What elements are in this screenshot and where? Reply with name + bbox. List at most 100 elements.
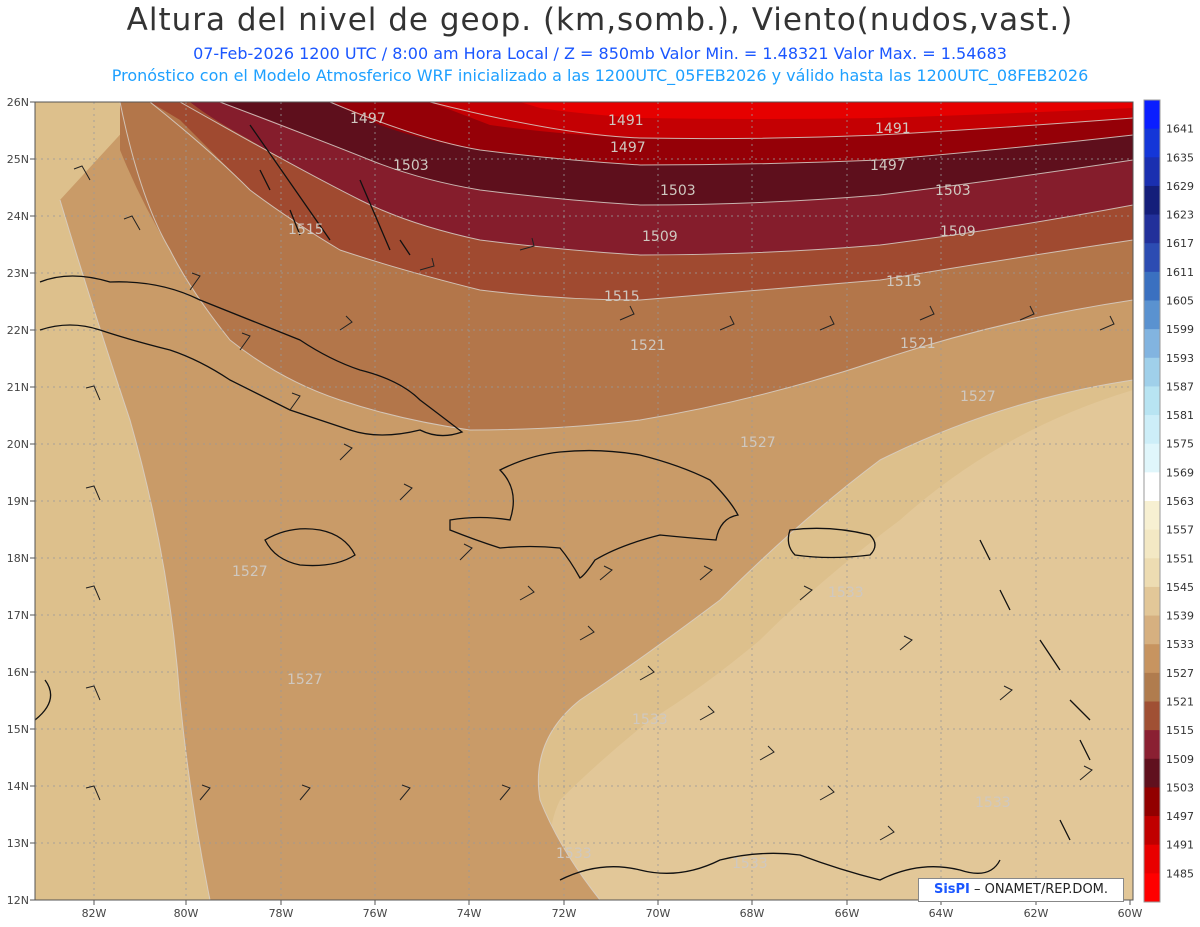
contour-label: 1515 (604, 289, 640, 305)
colorbar-label: 1599 (1166, 323, 1194, 336)
colorbar-label: 1551 (1166, 552, 1194, 565)
colorbar-swatch (1144, 615, 1160, 645)
colorbar-label: 1497 (1166, 810, 1194, 823)
contour-label: 1527 (740, 435, 776, 451)
colorbar-frame (1143, 99, 1161, 903)
colorbar-label: 1581 (1166, 409, 1194, 422)
contour-label: 1491 (608, 113, 644, 129)
colorbar-swatch (1144, 300, 1160, 330)
colorbar-swatch (1144, 787, 1160, 817)
contour-label: 1503 (935, 183, 971, 199)
colorbar-swatch (1144, 529, 1160, 559)
colorbar-swatch (1144, 558, 1160, 588)
map-title: Altura del nivel de geop. (km,somb.), Vi… (126, 2, 1074, 38)
colorbar-label: 1605 (1166, 295, 1194, 308)
contour-label: 1521 (630, 338, 666, 354)
cuba-coast (39, 275, 464, 437)
valid-time-line: 07-Feb-2026 1200 UTC / 8:00 am Hora Loca… (193, 44, 1007, 63)
florida-coast (35, 679, 52, 721)
colorbar-label: 1485 (1166, 867, 1194, 880)
lat-label: 17N (7, 609, 29, 622)
lat-label: 26N (7, 96, 29, 109)
contour-label: 1521 (900, 336, 936, 352)
lat-label: 16N (7, 666, 29, 679)
lat-label: 18N (7, 552, 29, 565)
contour-label: 1509 (940, 224, 976, 240)
colorbar-label: 1515 (1166, 724, 1194, 737)
lat-label: 13N (7, 837, 29, 850)
axis-ticks (30, 101, 1131, 905)
colorbar-swatch (1144, 844, 1160, 874)
contour-label: 1497 (610, 140, 646, 156)
contour-label: 1527 (960, 389, 996, 405)
colorbar-swatch (1144, 128, 1160, 158)
colorbar-swatch (1144, 730, 1160, 760)
colorbar-swatch (1144, 157, 1160, 187)
lon-label: 70W (646, 907, 671, 920)
contour-label: 1509 (642, 229, 678, 245)
colorbar-label: 1623 (1166, 209, 1194, 222)
hispaniola-coast (449, 449, 739, 579)
lon-label: 68W (740, 907, 765, 920)
latitude-labels: 26N 25N 24N 23N 22N 21N 20N 19N 18N 17N … (7, 96, 29, 907)
colorbar-swatch (1144, 243, 1160, 273)
contour-label: 1533 (732, 856, 768, 872)
lon-label: 82W (82, 907, 107, 920)
lon-label: 64W (929, 907, 954, 920)
contour-label: 1527 (232, 564, 268, 580)
colorbar-swatch (1144, 386, 1160, 416)
contour-label: 1533 (975, 795, 1011, 811)
lat-label: 20N (7, 438, 29, 451)
colorbar-swatch (1144, 443, 1160, 473)
lon-label: 60W (1118, 907, 1143, 920)
lat-label: 22N (7, 324, 29, 337)
lon-label: 74W (457, 907, 482, 920)
lon-label: 72W (552, 907, 577, 920)
lat-label: 12N (7, 894, 29, 907)
contour-label: 1533 (828, 585, 864, 601)
colorbar-label: 1563 (1166, 495, 1194, 508)
lon-label: 80W (174, 907, 199, 920)
colorbar-label: 1509 (1166, 753, 1194, 766)
lon-label: 76W (363, 907, 388, 920)
contour-label: 1515 (886, 274, 922, 290)
colorbar-swatch (1144, 357, 1160, 387)
contour-label: 1515 (288, 222, 324, 238)
lat-label: 19N (7, 495, 29, 508)
geopotential-field: 1497 1491 1491 1497 1497 1503 1503 1503 … (35, 102, 1133, 900)
colorbar-label: 1587 (1166, 380, 1194, 393)
colorbar-swatch (1144, 701, 1160, 731)
credit-text: ONAMET/REP.DOM. (984, 882, 1109, 897)
colorbar-swatch (1144, 672, 1160, 702)
brand-logo: SisPI (933, 882, 970, 897)
colorbar-label: 1545 (1166, 581, 1194, 594)
colorbar-label: 1533 (1166, 638, 1194, 651)
credit-box: SisPI – ONAMET/REP.DOM. (918, 878, 1124, 902)
colorbar-swatch (1144, 586, 1160, 617)
contour-label: 1527 (287, 672, 323, 688)
lat-label: 14N (7, 780, 29, 793)
colorbar-label: 1617 (1166, 237, 1194, 250)
south-america-coast (559, 852, 1001, 881)
colorbar-label: 1539 (1166, 610, 1194, 623)
colorbar-label: 1635 (1166, 151, 1194, 164)
colorbar: 1641 1635 1629 1623 1617 1611 1605 1599 1593 1587… (1143, 99, 1194, 903)
contour-lines (59, 102, 1133, 900)
colorbar-label: 1629 (1166, 180, 1194, 193)
jamaica-coast (264, 528, 356, 567)
colorbar-swatch (1144, 472, 1160, 502)
contour-label: 1533 (556, 846, 592, 862)
colorbar-swatch (1144, 644, 1160, 674)
colorbar-label: 1641 (1166, 123, 1194, 136)
colorbar-label: 1557 (1166, 524, 1194, 537)
colorbar-label: 1521 (1166, 696, 1194, 709)
colorbar-swatch (1144, 501, 1160, 531)
contour-label: 1533 (632, 712, 668, 728)
colorbar-swatch (1144, 758, 1160, 788)
lon-label: 62W (1024, 907, 1049, 920)
lat-label: 25N (7, 153, 29, 166)
lon-label: 66W (835, 907, 860, 920)
contour-label: 1503 (660, 183, 696, 199)
colorbar-swatch (1144, 816, 1160, 846)
bahamas-coast (249, 124, 411, 256)
